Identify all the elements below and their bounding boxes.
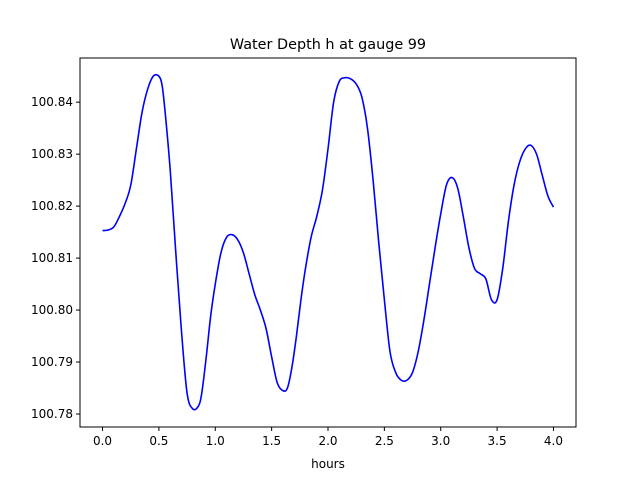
x-tick-label: 2.5 — [375, 434, 394, 448]
y-tick-label: 100.81 — [31, 251, 73, 265]
y-tick-label: 100.84 — [31, 95, 73, 109]
y-tick-label: 100.82 — [31, 199, 73, 213]
y-tick-label: 100.79 — [31, 355, 73, 369]
x-tick-label: 3.5 — [488, 434, 507, 448]
x-tick-label: 0.0 — [93, 434, 112, 448]
x-axis: 0.0 0.5 1.0 1.5 2.0 2.5 3.0 3.5 4.0 — [93, 427, 563, 448]
x-tick-label: 4.0 — [544, 434, 563, 448]
x-axis-label: hours — [311, 457, 345, 471]
y-tick-label: 100.83 — [31, 147, 73, 161]
y-tick-label: 100.78 — [31, 407, 73, 421]
x-tick-label: 1.5 — [262, 434, 281, 448]
x-tick-label: 1.0 — [206, 434, 225, 448]
chart-title: Water Depth h at gauge 99 — [230, 37, 426, 53]
plot-area — [102, 73, 555, 411]
series-line-0 — [102, 73, 555, 411]
y-tick-label: 100.80 — [31, 303, 73, 317]
y-axis: 100.78 100.79 100.80 100.81 100.82 100.83 100.… — [31, 95, 80, 421]
x-tick-label: 3.0 — [431, 434, 450, 448]
x-tick-label: 2.0 — [318, 434, 337, 448]
x-tick-label: 0.5 — [149, 434, 168, 448]
